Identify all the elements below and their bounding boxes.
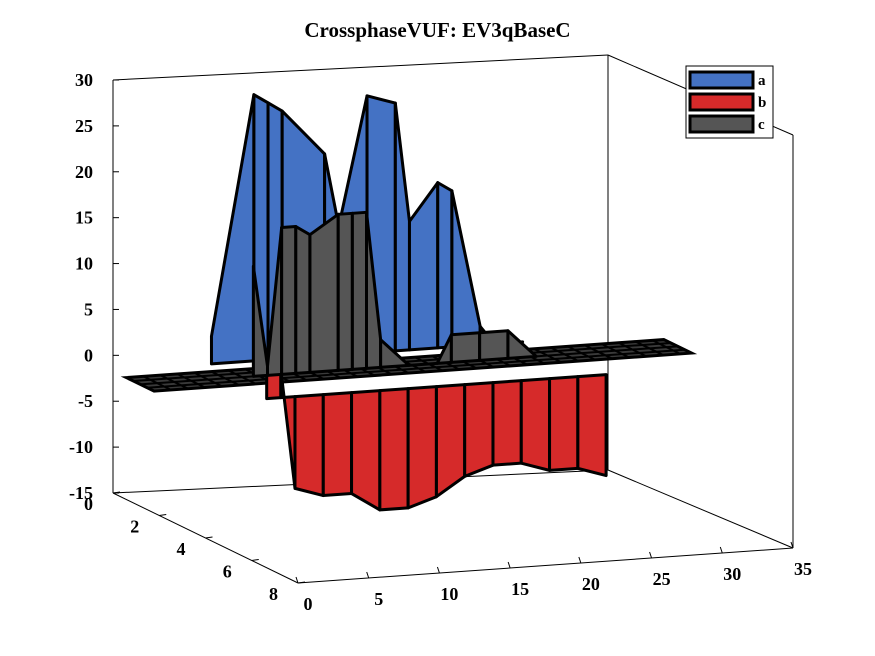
x-tick-label: 0 bbox=[304, 594, 313, 614]
x-tick-mark bbox=[436, 566, 440, 574]
z-tick-label: 10 bbox=[75, 254, 93, 274]
legend-label-b: b bbox=[758, 95, 766, 111]
series-c-panel bbox=[350, 210, 368, 371]
series-a-panel bbox=[450, 189, 482, 349]
series-surfaces bbox=[209, 93, 608, 512]
legend-label-a: a bbox=[758, 73, 766, 89]
x-tick-mark bbox=[507, 561, 511, 569]
y-tick-mark bbox=[251, 559, 259, 561]
x-tick-label: 30 bbox=[723, 564, 741, 584]
x-tick-label: 5 bbox=[374, 589, 383, 609]
series-c-panel bbox=[449, 331, 482, 364]
y-tick-label: 6 bbox=[223, 562, 232, 582]
z-tick-label: -5 bbox=[78, 391, 93, 411]
y-tick-mark bbox=[297, 581, 306, 584]
y-tick-label: 2 bbox=[130, 517, 139, 537]
x-tick-mark bbox=[366, 571, 370, 579]
series-c bbox=[251, 210, 538, 378]
z-tick-label: 0 bbox=[84, 345, 93, 365]
x-tick-mark bbox=[649, 551, 653, 559]
series-b-panel bbox=[406, 385, 438, 510]
series-a-panel bbox=[407, 181, 440, 352]
z-tick-label: -10 bbox=[69, 437, 93, 457]
x-tick-mark bbox=[790, 541, 794, 549]
series-b-panel bbox=[279, 368, 297, 490]
y-tick-mark bbox=[205, 536, 213, 539]
x-tick-mark bbox=[719, 546, 723, 554]
series-b-panel bbox=[491, 379, 523, 467]
series-b-panel bbox=[576, 373, 608, 478]
back-top-edge bbox=[112, 54, 609, 81]
series-c-panel bbox=[308, 212, 340, 374]
y-tick-mark bbox=[112, 491, 121, 494]
z-tick-label: 15 bbox=[75, 208, 93, 228]
series-b-panel bbox=[293, 393, 325, 498]
series-b-panel bbox=[463, 381, 495, 478]
y-tick-mark bbox=[159, 514, 167, 516]
y-tick-label: 8 bbox=[269, 584, 278, 604]
z-tick-label: -15 bbox=[69, 483, 93, 503]
legend: abc bbox=[685, 65, 774, 139]
series-a-panel bbox=[436, 181, 454, 350]
chart-title: CrossphaseVUF: EV3qBaseC bbox=[304, 18, 571, 42]
series-b bbox=[265, 368, 608, 512]
x-tick-label: 35 bbox=[794, 559, 812, 579]
series-c-panel bbox=[407, 361, 439, 367]
series-b-panel bbox=[350, 389, 382, 512]
x-tick-label: 25 bbox=[653, 569, 671, 589]
series-a-panel bbox=[209, 93, 256, 366]
legend-swatch-b bbox=[688, 92, 755, 112]
series-b-panel bbox=[434, 383, 467, 499]
series-c-panel bbox=[478, 329, 510, 362]
series-c-panel bbox=[336, 211, 354, 372]
x-axis-ticks: 0 5 10 15 20 25 30 35 bbox=[295, 541, 812, 614]
x-tick-label: 15 bbox=[511, 579, 529, 599]
series-c-panel bbox=[280, 224, 298, 376]
x-tick-label: 10 bbox=[440, 584, 458, 604]
z-axis-ticks: 30 25 20 15 10 5 0 -5 -10 -15 bbox=[69, 70, 119, 503]
x-tick-mark bbox=[295, 576, 299, 584]
series-a-panel bbox=[393, 101, 411, 353]
z-tick-label: 5 bbox=[84, 299, 93, 319]
z-tick-label: 25 bbox=[75, 116, 93, 136]
series-c-panel bbox=[506, 329, 538, 360]
z-tick-label: 20 bbox=[75, 162, 93, 182]
x-tick-label: 20 bbox=[582, 574, 600, 594]
legend-label-c: c bbox=[758, 117, 765, 133]
grid-line bbox=[147, 348, 685, 389]
y-axis-ticks: 0 2 4 6 8 bbox=[84, 491, 306, 604]
legend-swatch-a bbox=[688, 70, 755, 90]
y-tick-label: 0 bbox=[84, 494, 93, 514]
x-tick-mark bbox=[578, 556, 582, 564]
y-tick-label: 4 bbox=[177, 539, 186, 559]
legend-swatch-c bbox=[688, 114, 755, 134]
series-c-panel bbox=[294, 224, 312, 375]
series-b-panel bbox=[321, 391, 354, 498]
series-b-panel bbox=[548, 375, 580, 472]
z-tick-label: 30 bbox=[75, 70, 93, 90]
series-b-panel bbox=[378, 387, 410, 512]
grid-line bbox=[154, 352, 692, 393]
series-b-panel bbox=[519, 377, 552, 472]
x-axis-line bbox=[297, 547, 794, 584]
floor-back-right-edge bbox=[607, 469, 794, 549]
